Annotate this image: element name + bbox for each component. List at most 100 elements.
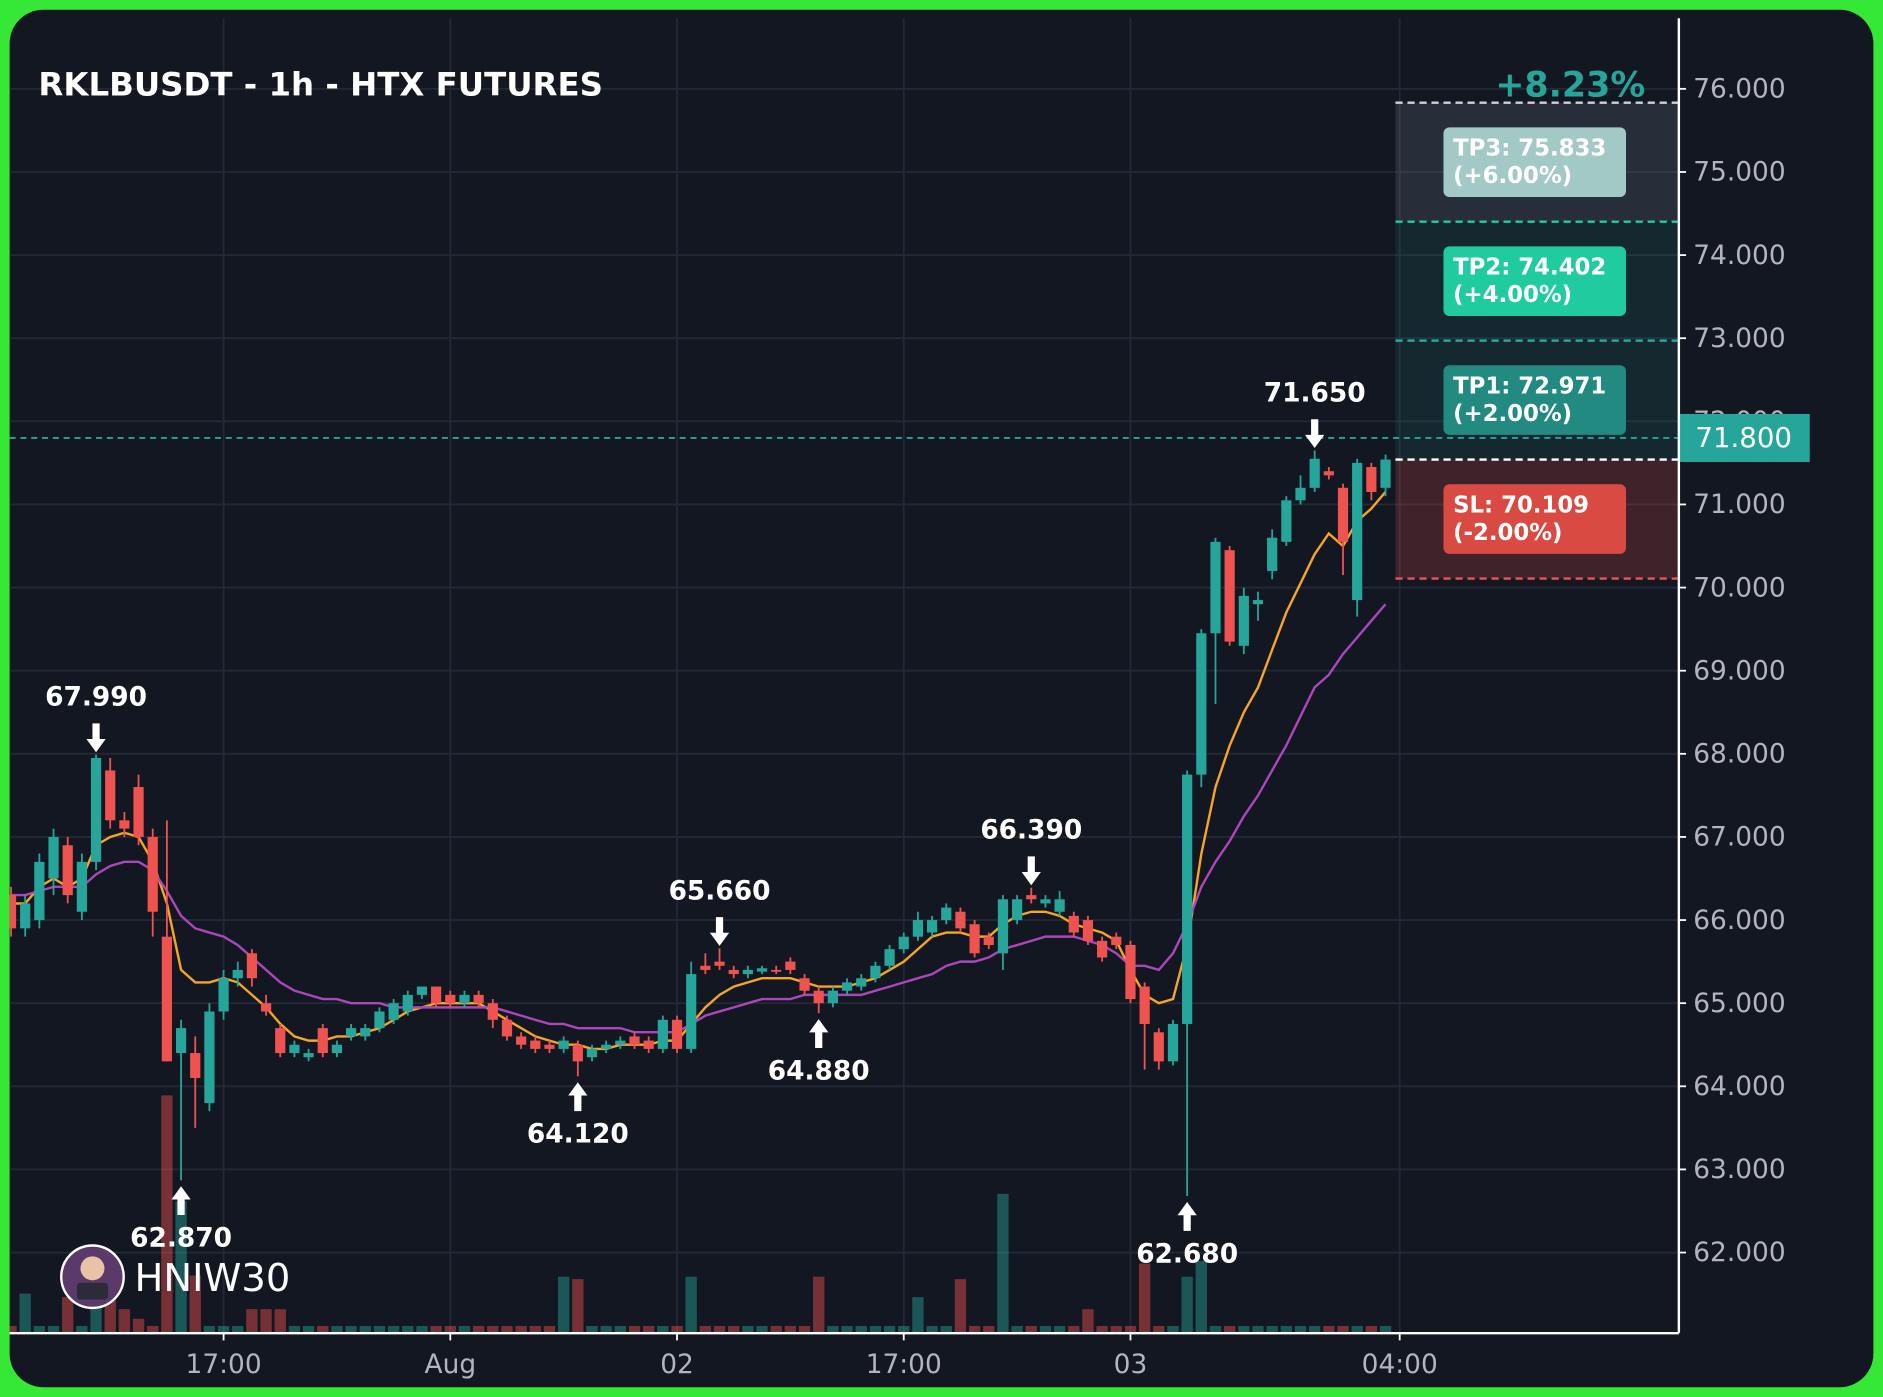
high-arrow xyxy=(1305,419,1325,449)
volume-bar xyxy=(685,1276,697,1334)
low-arrow xyxy=(568,1082,588,1112)
volume-bar xyxy=(1025,1325,1037,1334)
volume-bar xyxy=(62,1297,74,1334)
volume-bar xyxy=(118,1309,131,1334)
volume-bar xyxy=(1266,1325,1278,1334)
candle-body xyxy=(742,969,753,975)
candle-body xyxy=(700,965,711,970)
volume-bar xyxy=(331,1325,343,1334)
candle-body xyxy=(90,757,102,862)
candle-body xyxy=(459,994,470,1004)
candle-body xyxy=(175,1028,187,1054)
candle-body xyxy=(260,1003,272,1012)
volume-bar xyxy=(1195,1261,1207,1334)
low-arrow xyxy=(1177,1202,1197,1231)
candle-body xyxy=(1252,600,1264,605)
volume-bar xyxy=(813,1276,825,1334)
candle-body xyxy=(558,1040,569,1049)
panel xyxy=(9,9,1874,1388)
volume-bar xyxy=(728,1325,740,1334)
volume-bar xyxy=(345,1325,357,1334)
candle-body xyxy=(374,1011,385,1029)
level-label: SL: 70.109 xyxy=(1453,492,1589,518)
candle-body xyxy=(629,1036,640,1045)
high-label: 67.990 xyxy=(45,682,147,713)
low-arrow xyxy=(809,1019,829,1048)
level-change: (+2.00%) xyxy=(1453,401,1572,427)
candle-body xyxy=(105,770,116,821)
volume-bar xyxy=(1280,1325,1293,1334)
candle-body xyxy=(133,787,144,837)
high-label: 66.390 xyxy=(980,815,1082,846)
level-label: TP3: 75.833 xyxy=(1453,135,1606,161)
candle-body xyxy=(487,1003,498,1020)
candle-body xyxy=(1097,940,1108,958)
volume-bar xyxy=(1096,1325,1108,1334)
candle-body xyxy=(431,986,442,1004)
volume-bar xyxy=(501,1325,513,1334)
volume-bar xyxy=(954,1279,967,1334)
y-tick-label: 71.000 xyxy=(1693,489,1785,520)
candle-body xyxy=(1196,633,1207,775)
candle-body xyxy=(997,899,1009,954)
last-price-label: 71.800 xyxy=(1695,421,1792,454)
volume-bar xyxy=(416,1325,428,1334)
volume-bar xyxy=(302,1325,315,1334)
x-tick-label: 17:00 xyxy=(186,1349,262,1380)
x-tick-label: 03 xyxy=(1114,1349,1148,1380)
volume-bar xyxy=(968,1325,981,1334)
volume-bar xyxy=(203,1325,216,1334)
high-arrow xyxy=(1021,856,1041,886)
volume-bar xyxy=(841,1325,853,1334)
candle-body xyxy=(884,949,895,966)
volume-bar xyxy=(643,1325,655,1334)
y-tick-label: 65.000 xyxy=(1693,988,1785,1019)
candle-body xyxy=(1352,462,1363,601)
volume-bar xyxy=(742,1325,754,1334)
volume-bar xyxy=(217,1325,230,1334)
candle-body xyxy=(218,978,229,1012)
candle-body xyxy=(445,994,456,1004)
candle-body xyxy=(1167,1023,1179,1062)
volume-bar xyxy=(699,1325,712,1334)
candle-body xyxy=(799,978,810,991)
y-tick-label: 68.000 xyxy=(1693,739,1785,770)
ma-line xyxy=(11,603,1387,1034)
candle-body xyxy=(586,1048,598,1058)
candle-body xyxy=(1068,915,1079,933)
volume-bar xyxy=(402,1325,414,1334)
last-price-box xyxy=(1678,413,1810,462)
candle-body xyxy=(1366,467,1377,492)
volume-bar xyxy=(572,1279,584,1334)
volume-bar xyxy=(898,1325,910,1334)
volume-bar xyxy=(671,1325,683,1334)
y-tick-label: 76.000 xyxy=(1693,74,1785,105)
volume-bar xyxy=(713,1325,726,1334)
volume-bar xyxy=(614,1325,627,1334)
volume-bar xyxy=(827,1325,839,1334)
candle-body xyxy=(983,936,994,945)
volume-bar xyxy=(317,1325,329,1334)
y-tick-label: 74.000 xyxy=(1693,240,1785,271)
volume-bar xyxy=(600,1325,612,1334)
candle-body xyxy=(969,924,980,954)
candle-body xyxy=(898,936,909,950)
candle-body xyxy=(1026,895,1037,900)
candle-body xyxy=(1238,595,1249,646)
watermark-logo: HNIW30 xyxy=(60,1244,290,1310)
volume-bar xyxy=(1323,1325,1335,1334)
volume-bar xyxy=(657,1325,669,1334)
candle-body xyxy=(530,1040,541,1049)
volume-bar xyxy=(1223,1325,1236,1334)
candle-body xyxy=(76,861,87,912)
candle-body xyxy=(147,836,158,912)
candle-body xyxy=(1054,899,1065,912)
high-arrow xyxy=(86,723,106,753)
volume-bar xyxy=(940,1325,952,1334)
y-tick-label: 63.000 xyxy=(1693,1154,1785,1185)
level-change: (+6.00%) xyxy=(1453,163,1572,189)
volume-bar xyxy=(274,1309,286,1334)
volume-bar xyxy=(47,1325,60,1334)
candle-body xyxy=(1281,500,1292,542)
